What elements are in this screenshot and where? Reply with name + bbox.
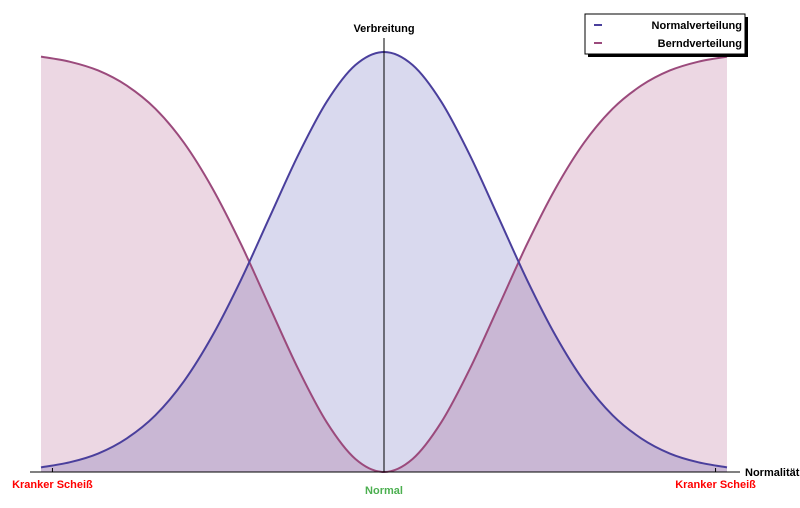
legend: Normalverteilung Berndverteilung (584, 13, 748, 57)
legend-label-bernd: Berndverteilung (658, 38, 742, 50)
legend-label-normal: Normalverteilung (652, 20, 742, 32)
x-tick-label: Normal (365, 485, 403, 497)
y-axis-label: Verbreitung (353, 23, 414, 35)
x-tick-label: Kranker Scheiß (12, 479, 93, 491)
x-axis-label: Normalität (745, 467, 800, 479)
x-tick-label: Kranker Scheiß (675, 479, 756, 491)
